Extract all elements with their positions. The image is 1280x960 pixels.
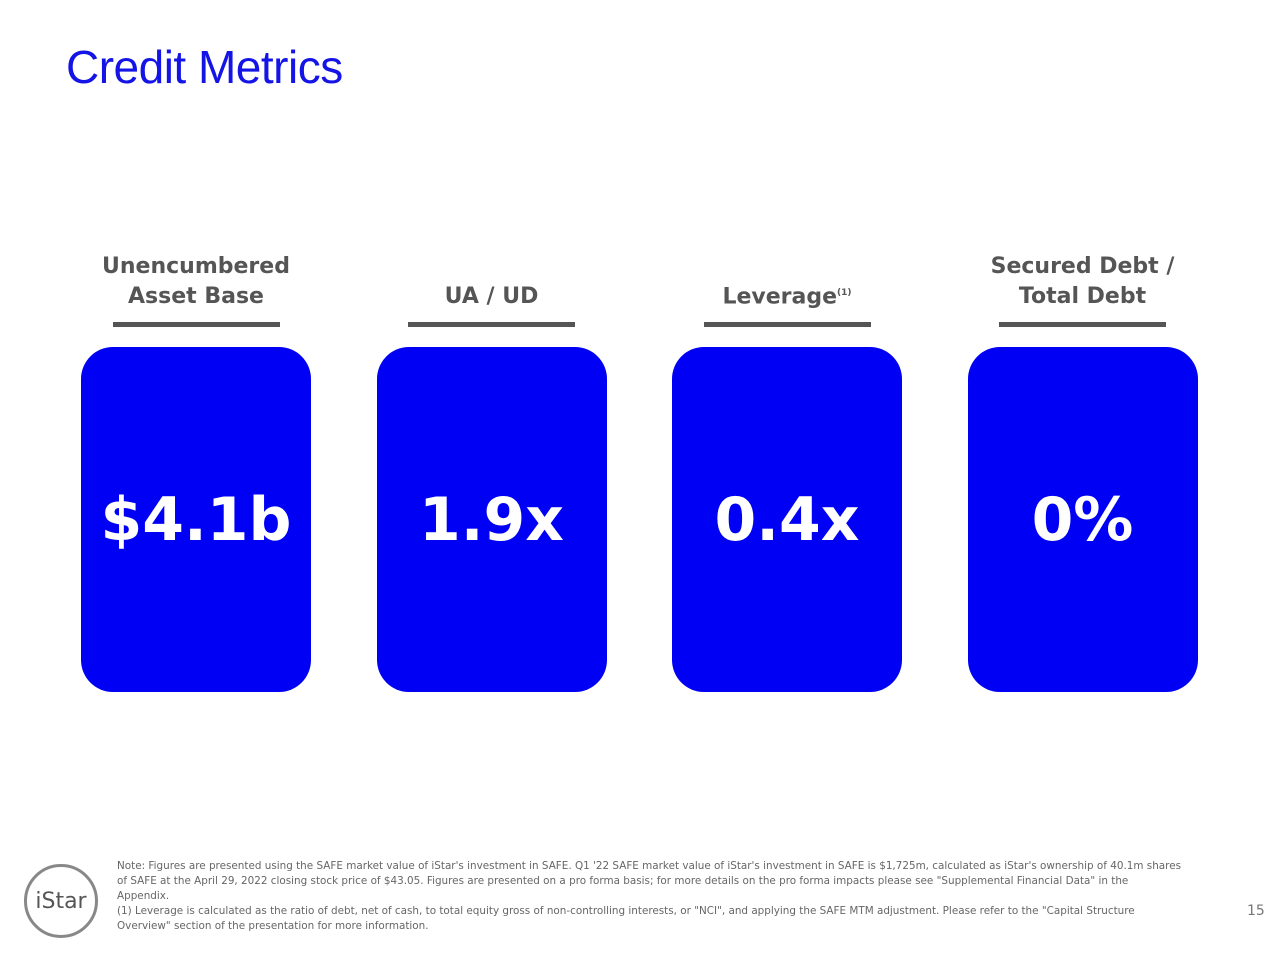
- metric: UA / UD 1.9x: [376, 240, 607, 692]
- rule: [408, 322, 575, 327]
- metric: Leverage(1) 0.4x: [672, 240, 902, 692]
- metric-heading: UA / UD: [377, 240, 607, 312]
- page-number: 15: [1247, 903, 1265, 919]
- metric-label-text: Secured Debt / Total Debt: [990, 254, 1175, 309]
- logo: iStar: [24, 864, 98, 938]
- note-ref: (1): [837, 287, 852, 298]
- metric-box: $4.1b: [81, 347, 311, 692]
- notes: Note: Figures are presented using the SA…: [117, 859, 1182, 934]
- note: Note: Figures are presented using the SA…: [117, 860, 1182, 902]
- metric-label-text: Leverage: [722, 284, 838, 309]
- metric-value: 0%: [1031, 484, 1134, 555]
- metric-box: 0.4x: [672, 347, 902, 692]
- rule: [703, 322, 871, 327]
- rule: [112, 322, 280, 327]
- slide-title: Credit Metrics: [66, 41, 343, 93]
- metric-value: $4.1b: [100, 484, 292, 555]
- metric-label: Secured Debt / Total Debt: [983, 252, 1183, 312]
- metric-label-text: UA / UD: [444, 284, 539, 309]
- metric-label: Unencumbered Asset Base: [96, 252, 296, 312]
- metric: Unencumbered Asset Base $4.1b: [81, 240, 311, 692]
- metric-value: 1.9x: [419, 484, 564, 555]
- rule: [999, 322, 1166, 327]
- metric-heading: Unencumbered Asset Base: [81, 240, 311, 312]
- metric-label-text: Unencumbered Asset Base: [102, 254, 290, 309]
- metric-value: 0.4x: [714, 484, 860, 555]
- metric-box: 1.9x: [376, 347, 607, 692]
- metric-heading: Leverage(1): [672, 240, 902, 312]
- footnote: (1) Leverage is calculated as the ratio …: [117, 905, 1135, 932]
- metric: Secured Debt / Total Debt 0%: [967, 240, 1198, 692]
- metric-box: 0%: [967, 347, 1198, 692]
- metric-label: Leverage(1): [687, 278, 887, 312]
- metric-heading: Secured Debt / Total Debt: [968, 240, 1198, 312]
- metric-label: UA / UD: [392, 282, 592, 312]
